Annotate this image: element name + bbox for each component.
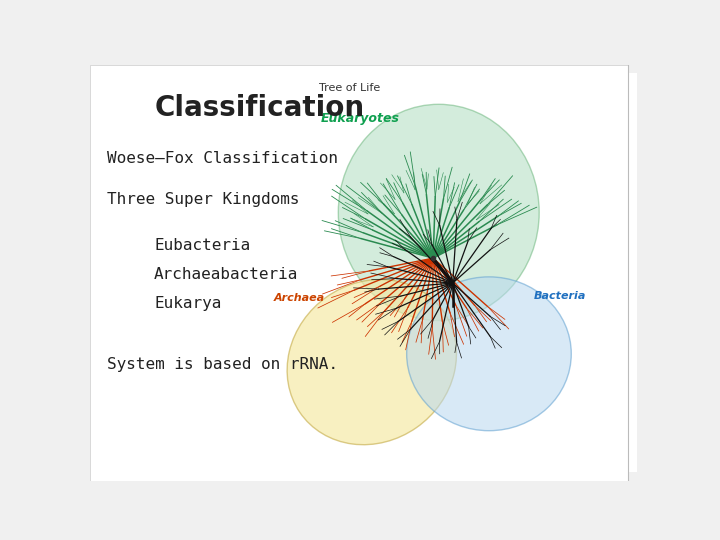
FancyBboxPatch shape <box>90 65 629 481</box>
Text: Classification: Classification <box>154 94 364 123</box>
Text: Bacteria: Bacteria <box>534 291 587 301</box>
Text: Archaeabacteria: Archaeabacteria <box>154 267 299 282</box>
Ellipse shape <box>407 277 571 431</box>
FancyBboxPatch shape <box>302 73 637 472</box>
Text: Archaea: Archaea <box>274 293 325 302</box>
Ellipse shape <box>338 104 539 321</box>
Text: Eubacteria: Eubacteria <box>154 238 251 253</box>
Ellipse shape <box>287 280 456 445</box>
Text: Woese–Fox Classification: Woese–Fox Classification <box>107 151 338 166</box>
Text: Eukarya: Eukarya <box>154 296 222 312</box>
Text: Eukaryotes: Eukaryotes <box>321 112 400 125</box>
Text: Three Super Kingdoms: Three Super Kingdoms <box>107 192 300 207</box>
Text: Tree of Life: Tree of Life <box>319 83 380 93</box>
Text: System is based on rRNA.: System is based on rRNA. <box>107 357 338 372</box>
